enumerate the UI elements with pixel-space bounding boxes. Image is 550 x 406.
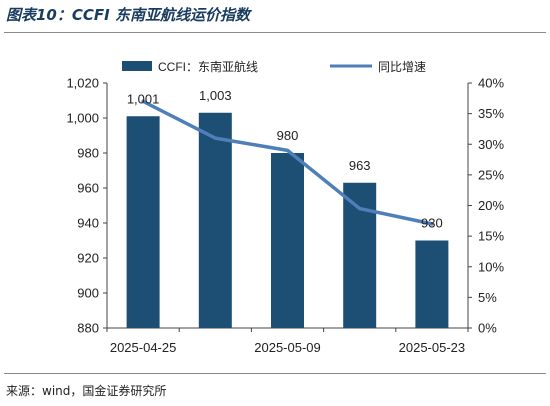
x-axis-tick-label: 2025-05-09 [254,340,321,355]
bar [198,112,232,328]
right-axis-tick-label: 25% [478,167,504,182]
legend-bar-swatch [122,61,152,71]
bar-data-label: 930 [421,216,443,231]
left-axis-tick-label: 900 [77,286,99,301]
bar-data-label: 980 [277,128,299,143]
bar [415,240,449,328]
left-axis-tick-label: 940 [77,216,99,231]
left-axis-tick-label: 980 [77,146,99,161]
growth-line [141,99,434,226]
right-axis-tick-label: 20% [478,198,504,213]
bar-data-label: 1,001 [127,91,160,106]
left-axis-tick-label: 1,020 [66,76,99,91]
right-axis-tick-label: 30% [478,137,504,152]
right-axis-tick-label: 40% [478,76,504,91]
right-axis-tick-label: 15% [478,229,504,244]
bar-data-label: 1,003 [199,88,232,103]
x-axis-tick-label: 2025-04-25 [110,340,177,355]
bar-data-label: 963 [349,158,371,173]
right-axis-tick-label: 35% [478,106,504,121]
legend: CCFI：东南亚航线 同比增速 [122,59,426,74]
bar [271,153,304,328]
right-axis-tick-label: 10% [478,259,504,274]
bar [343,182,377,328]
x-axis-tick-label: 2025-05-23 [399,340,466,355]
left-axis-tick-label: 960 [77,181,99,196]
plot-area: 880 900 920 940 960 980 1,000 1,020 0% 5% 10% 15% 20… [66,76,504,356]
source-divider [4,373,546,374]
right-axis-tick-label: 5% [478,290,497,305]
left-axis-tick-label: 1,000 [66,111,99,126]
legend-bar-label: CCFI：东南亚航线 [158,59,258,74]
legend-line-label: 同比增速 [378,60,426,74]
source-note: 来源：wind，国金证券研究所 [6,384,167,398]
left-axis-tick-label: 920 [77,251,99,266]
left-axis-tick-label: 880 [77,321,99,336]
right-axis-tick-label: 0% [478,321,497,336]
title-divider [4,32,546,33]
figure-title: 图表10：CCFI 东南亚航线运价指数 [6,6,250,24]
bar [126,116,160,328]
